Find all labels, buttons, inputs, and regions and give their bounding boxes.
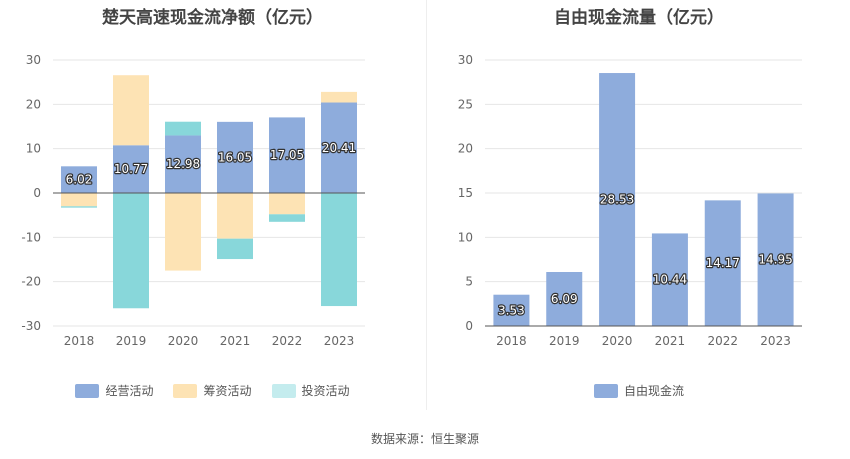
bar-3 <box>165 121 201 136</box>
y-tick-label: 30 <box>458 53 473 67</box>
x-tick-label: 2023 <box>760 334 791 348</box>
data-label: 10.77 <box>114 162 148 176</box>
right-legend: 自由现金流 <box>428 382 850 399</box>
y-tick-label: 10 <box>26 142 41 156</box>
legend-swatch-financing <box>173 383 198 398</box>
x-tick-label: 2021 <box>220 334 251 348</box>
bar-2 <box>165 193 201 271</box>
data-label: 10.44 <box>653 273 687 287</box>
legend-swatch-operating <box>75 383 100 398</box>
legend-swatch-investing <box>271 383 296 398</box>
y-tick-label: 10 <box>458 230 473 244</box>
bar-3 <box>217 238 253 260</box>
bar-1 <box>113 145 149 193</box>
data-label: 14.17 <box>706 256 740 270</box>
bar-3 <box>113 193 149 309</box>
bar-1 <box>269 117 305 193</box>
bar-2 <box>61 193 97 207</box>
left-chart-panel: 楚天高速现金流净额（亿元） 30 20 10 0 -10 -20 -30 6.02 10.77 1… <box>0 0 425 410</box>
legend-label-financing: 筹资活动 <box>203 384 252 398</box>
y-tick-label: 0 <box>465 319 473 333</box>
bar-1 <box>704 200 741 326</box>
x-tick-label: 2018 <box>496 334 527 348</box>
data-label: 17.05 <box>270 148 304 162</box>
bar-1 <box>546 272 583 326</box>
bar-3 <box>321 193 357 307</box>
left-legend: 经营活动 筹资活动 投资活动 <box>0 382 425 399</box>
left-chart-plot: 30 20 10 0 -10 -20 -30 6.02 10.77 12.98 16.05 17.05… <box>21 53 365 348</box>
legend-label-operating: 经营活动 <box>105 384 154 398</box>
x-tick-label: 2023 <box>324 334 355 348</box>
bar-2 <box>217 193 253 239</box>
y-tick-label: -10 <box>21 230 41 244</box>
bar-1 <box>217 121 253 193</box>
legend-label-investing: 投资活动 <box>301 384 350 398</box>
data-source-note: 数据来源：恒生聚源 <box>370 432 479 446</box>
bar-1 <box>651 233 688 326</box>
panel-divider <box>426 0 427 410</box>
bar-1 <box>493 294 530 326</box>
y-tick-label: 20 <box>458 142 473 156</box>
x-tick-label: 2019 <box>549 334 580 348</box>
bar-1 <box>165 135 201 193</box>
x-tick-label: 2019 <box>116 334 147 348</box>
y-tick-label: 0 <box>33 186 41 200</box>
y-tick-label: 30 <box>26 53 41 67</box>
right-chart-title: 自由现金流量（亿元） <box>554 8 724 28</box>
right-chart-plot: 30 25 20 15 10 5 0 3.53 6.09 28.53 10.44 14.17 14.95… <box>458 53 802 348</box>
legend-item-financing[interactable]: 筹资活动 <box>173 382 252 399</box>
bar-3 <box>269 214 305 222</box>
data-label: 20.41 <box>322 141 356 155</box>
legend-swatch-fcf <box>593 383 618 398</box>
y-tick-label: 15 <box>458 186 473 200</box>
y-tick-label: 25 <box>458 97 473 111</box>
data-label: 12.98 <box>166 157 200 171</box>
data-label: 6.09 <box>551 292 578 306</box>
x-tick-label: 2020 <box>602 334 633 348</box>
x-tick-label: 2022 <box>272 334 303 348</box>
x-tick-label: 2020 <box>168 334 199 348</box>
y-tick-label: 20 <box>26 97 41 111</box>
bar-1 <box>599 73 636 326</box>
bar-2 <box>321 91 357 103</box>
y-tick-label: -30 <box>21 319 41 333</box>
right-chart-panel: 自由现金流量（亿元） 30 25 20 15 10 5 0 3.53 6.09 28.53 10.4… <box>428 0 850 410</box>
y-tick-label: -20 <box>21 275 41 289</box>
data-label: 6.02 <box>66 173 93 187</box>
x-tick-label: 2018 <box>64 334 95 348</box>
bar-2 <box>113 75 149 146</box>
x-tick-label: 2022 <box>707 334 738 348</box>
left-chart-title: 楚天高速现金流净额（亿元） <box>102 8 323 28</box>
data-label: 16.05 <box>218 150 252 164</box>
data-label: 14.95 <box>758 253 792 267</box>
legend-item-investing[interactable]: 投资活动 <box>271 382 350 399</box>
bar-1 <box>321 102 357 193</box>
x-tick-label: 2021 <box>655 334 686 348</box>
data-label: 3.53 <box>498 303 525 317</box>
legend-item-fcf[interactable]: 自由现金流 <box>593 382 684 399</box>
bar-1 <box>757 193 794 326</box>
bar-1 <box>61 166 97 193</box>
legend-item-operating[interactable]: 经营活动 <box>75 382 153 399</box>
legend-label-fcf: 自由现金流 <box>623 384 684 398</box>
bar-3 <box>61 206 97 208</box>
bar-2 <box>269 193 305 215</box>
data-label: 28.53 <box>600 193 634 207</box>
y-tick-label: 5 <box>465 275 473 289</box>
